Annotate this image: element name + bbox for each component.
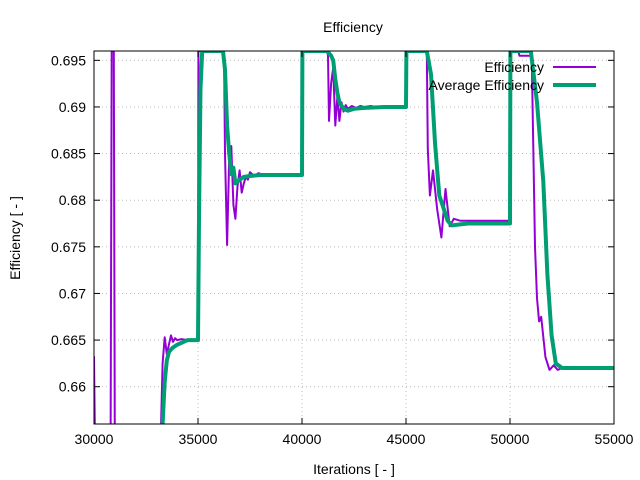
y-tick-label: 0.665 — [51, 332, 86, 348]
y-tick-label: 0.68 — [59, 192, 86, 208]
x-axis-title: Iterations [ - ] — [313, 461, 395, 477]
series-line-average-efficiency — [160, 51, 614, 424]
legend: Efficiency Average Efficiency — [429, 59, 596, 93]
ticks: 30000 35000 40000 45000 50000 55000 0.66 0.665 0… — [51, 51, 634, 447]
x-tick-label: 45000 — [387, 431, 426, 447]
y-tick-label: 0.675 — [51, 239, 86, 255]
y-tick-label: 0.685 — [51, 146, 86, 162]
y-axis-title: Efficiency [ - ] — [7, 196, 23, 280]
y-tick-label: 0.695 — [51, 52, 86, 68]
chart-title: Efficiency — [323, 19, 383, 35]
series-layer — [94, 51, 614, 424]
x-tick-label: 40000 — [283, 431, 322, 447]
legend-label: Efficiency — [484, 59, 544, 75]
x-tick-label: 50000 — [491, 431, 530, 447]
x-tick-label: 30000 — [75, 431, 114, 447]
x-tick-label: 35000 — [179, 431, 218, 447]
plot-frame — [93, 50, 615, 425]
legend-label: Average Efficiency — [429, 77, 544, 93]
y-tick-label: 0.67 — [59, 285, 86, 301]
x-tick-label: 55000 — [595, 431, 634, 447]
y-tick-label: 0.66 — [59, 379, 86, 395]
y-tick-label: 0.69 — [59, 99, 86, 115]
